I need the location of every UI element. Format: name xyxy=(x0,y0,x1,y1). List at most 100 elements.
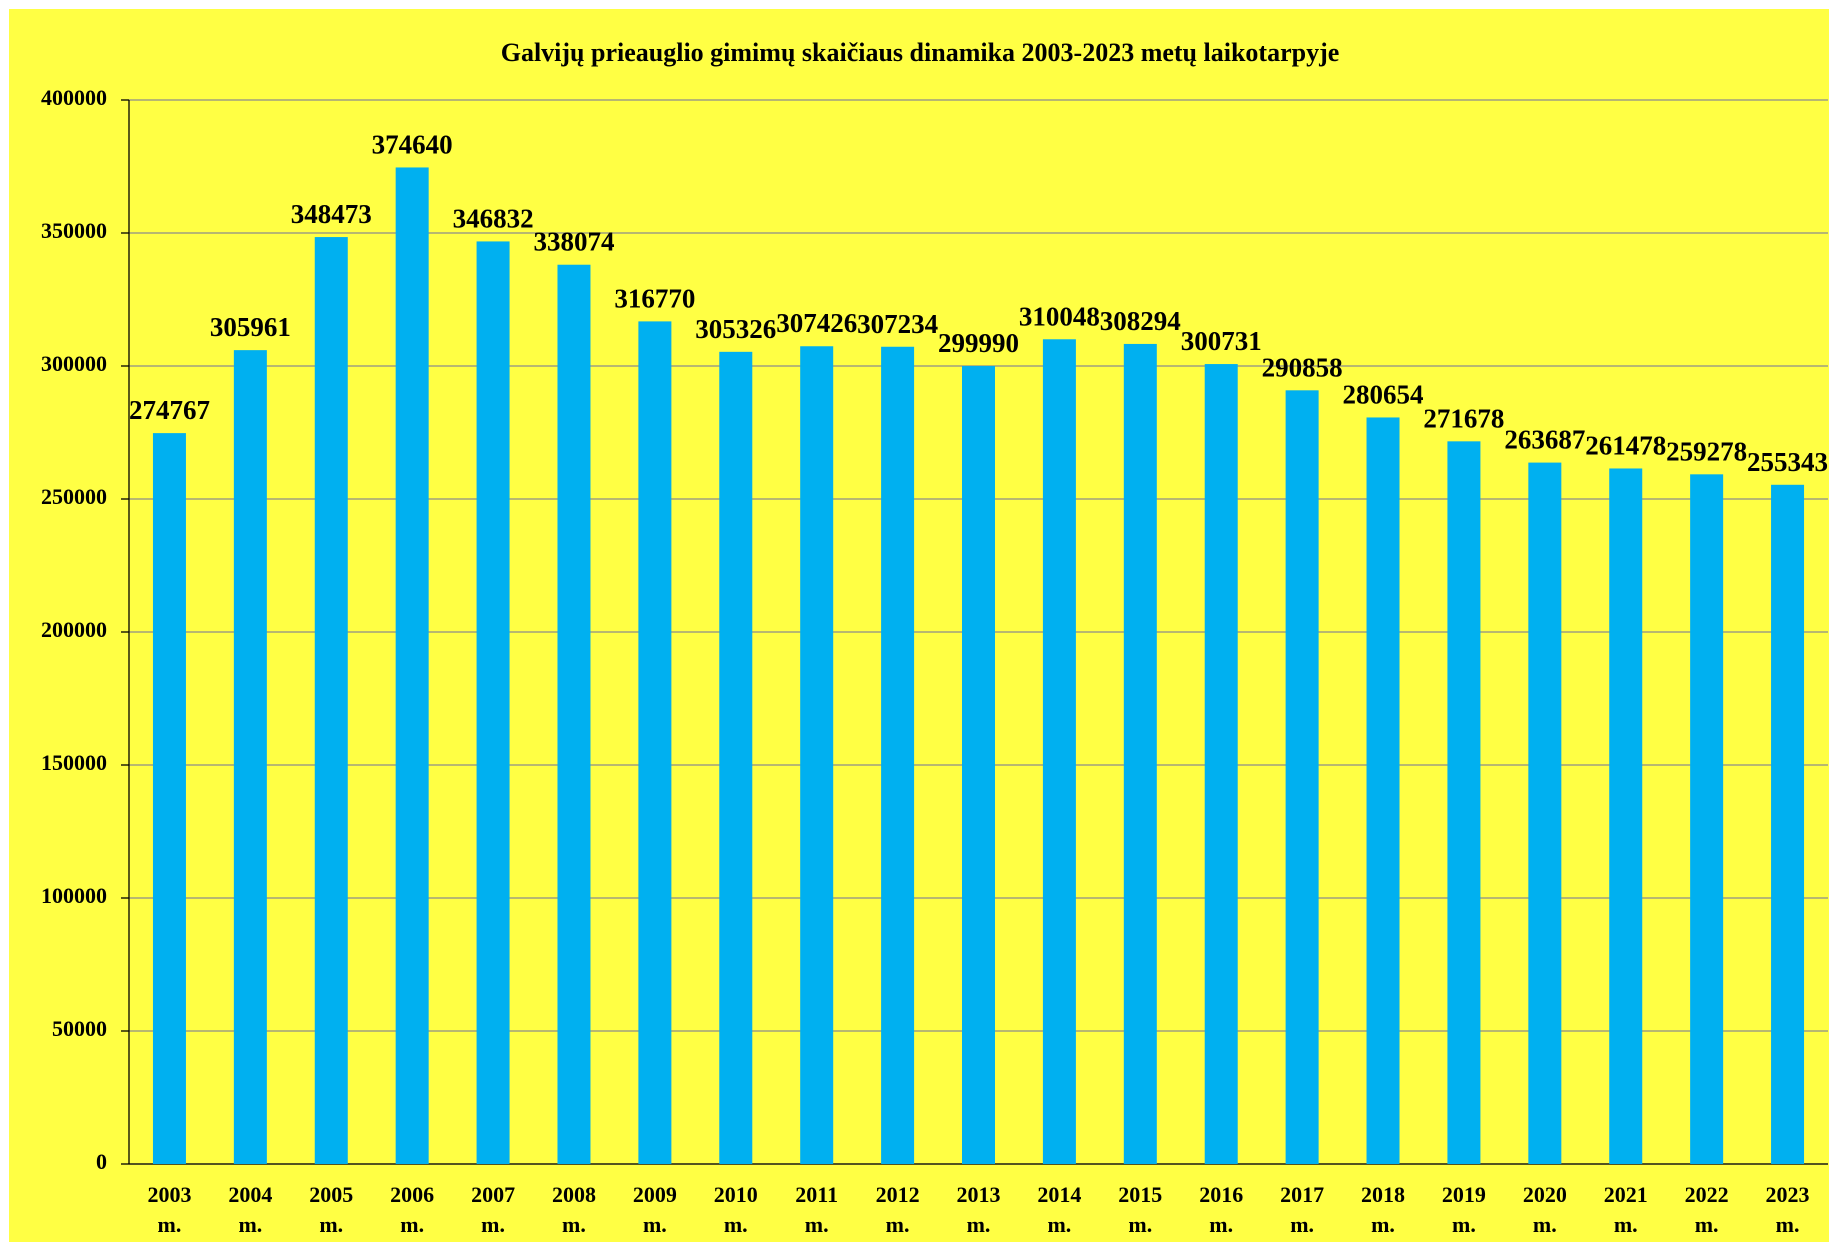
x-tick-label-line: m. xyxy=(1290,1212,1314,1237)
x-tick-label-line: 2010 xyxy=(714,1182,758,1207)
y-tick-label: 50000 xyxy=(52,1016,107,1041)
bar xyxy=(719,351,753,1164)
bar xyxy=(395,167,429,1165)
bar xyxy=(1447,441,1481,1164)
x-tick-label: 2009 m. xyxy=(633,1182,677,1237)
value-label: 348473 xyxy=(291,199,372,229)
x-tick-label-line: m. xyxy=(724,1212,748,1237)
x-tick-label-line: 2017 xyxy=(1280,1182,1324,1207)
y-tick-label: 350000 xyxy=(41,218,107,243)
bar xyxy=(233,350,267,1164)
x-tick-label-line: 2013 xyxy=(957,1182,1001,1207)
x-tick-label: 2008 m. xyxy=(552,1182,596,1237)
x-tick-label-line: 2018 xyxy=(1361,1182,1405,1207)
y-tick-label: 150000 xyxy=(41,750,107,775)
x-tick-label: 2013 m. xyxy=(957,1182,1001,1237)
bar xyxy=(1771,484,1805,1165)
bar xyxy=(1204,364,1238,1164)
value-label: 310048 xyxy=(1019,301,1100,331)
y-tick-label: 100000 xyxy=(41,883,107,908)
value-label: 255343 xyxy=(1747,447,1828,477)
value-label: 307426 xyxy=(776,308,857,338)
x-tick-label: 2023 m. xyxy=(1766,1182,1810,1237)
bar xyxy=(1285,390,1319,1164)
bar xyxy=(1366,417,1400,1165)
x-tick-label-line: 2016 xyxy=(1199,1182,1243,1207)
x-tick-label-line: 2009 xyxy=(633,1182,677,1207)
value-label: 307234 xyxy=(857,309,938,339)
x-tick-label-line: m. xyxy=(967,1212,991,1237)
x-tick-label-line: m. xyxy=(481,1212,505,1237)
value-label: 271678 xyxy=(1423,403,1504,433)
x-tick-label: 2014 m. xyxy=(1037,1182,1081,1237)
bar xyxy=(476,241,510,1164)
y-tick-label: 300000 xyxy=(41,351,107,376)
x-tick-label-line: 2023 xyxy=(1766,1182,1810,1207)
bar xyxy=(152,433,186,1165)
x-tick-label: 2007 m. xyxy=(471,1182,515,1237)
x-tick-label-line: m. xyxy=(238,1212,262,1237)
x-tick-label-line: m. xyxy=(1452,1212,1476,1237)
x-tick-label-line: 2019 xyxy=(1442,1182,1486,1207)
x-tick-label-line: 2004 xyxy=(228,1182,272,1207)
x-tick-label-line: 2021 xyxy=(1604,1182,1648,1207)
bar xyxy=(1123,343,1157,1164)
x-tick-label-line: 2022 xyxy=(1685,1182,1729,1207)
value-label: 338074 xyxy=(533,227,614,257)
value-label: 259278 xyxy=(1666,436,1747,466)
x-tick-label-line: 2007 xyxy=(471,1182,515,1207)
value-label: 374640 xyxy=(372,129,453,159)
x-tick-label: 2005 m. xyxy=(309,1182,353,1237)
x-tick-label-line: m. xyxy=(805,1212,829,1237)
x-tick-label: 2021 m. xyxy=(1604,1182,1648,1237)
x-tick-label-line: m. xyxy=(1371,1212,1395,1237)
x-tick-label-line: m. xyxy=(319,1212,343,1237)
x-tick-label-line: m. xyxy=(643,1212,667,1237)
y-tick-label: 250000 xyxy=(41,484,107,509)
y-tick-label: 0 xyxy=(96,1149,107,1174)
value-label: 290858 xyxy=(1262,352,1343,382)
x-tick-label: 2017 m. xyxy=(1280,1182,1324,1237)
x-tick-label: 2020 m. xyxy=(1523,1182,1567,1237)
bar xyxy=(638,321,672,1164)
bar xyxy=(800,346,834,1164)
x-tick-label: 2022 m. xyxy=(1685,1182,1729,1237)
bar xyxy=(1528,462,1562,1164)
x-tick-label-line: m. xyxy=(158,1212,182,1237)
y-tick-label: 400000 xyxy=(41,85,107,110)
bar xyxy=(1690,474,1724,1164)
x-tick-label: 2010 m. xyxy=(714,1182,758,1237)
value-label: 274767 xyxy=(129,395,210,425)
x-tick-label: 2004 m. xyxy=(228,1182,272,1237)
y-tick-label: 200000 xyxy=(41,617,107,642)
bar xyxy=(1042,339,1076,1164)
x-tick-label: 2006 m. xyxy=(390,1182,434,1237)
x-tick-label-line: m. xyxy=(1614,1212,1638,1237)
x-tick-label: 2015 m. xyxy=(1118,1182,1162,1237)
bar xyxy=(962,366,995,1164)
value-label: 299990 xyxy=(938,328,1019,358)
value-label: 305961 xyxy=(210,312,291,342)
value-label: 308294 xyxy=(1100,306,1181,336)
x-tick-label-line: m. xyxy=(1533,1212,1557,1237)
chart-title: Galvijų prieauglio gimimų skaičiaus dina… xyxy=(501,38,1340,67)
x-tick-label-line: m. xyxy=(1695,1212,1719,1237)
bar xyxy=(1609,468,1643,1164)
chart-background xyxy=(9,9,1829,1242)
bar xyxy=(314,237,348,1164)
x-tick-label-line: 2020 xyxy=(1523,1182,1567,1207)
x-tick-label-line: 2005 xyxy=(309,1182,353,1207)
bar xyxy=(881,346,915,1164)
value-label: 263687 xyxy=(1504,425,1585,455)
value-label: 305326 xyxy=(695,314,776,344)
x-tick-label-line: m. xyxy=(400,1212,424,1237)
value-label: 346832 xyxy=(453,203,534,233)
value-label: 261478 xyxy=(1585,430,1666,460)
x-tick-label-line: 2012 xyxy=(876,1182,920,1207)
x-tick-label-line: 2011 xyxy=(795,1182,838,1207)
x-tick-label-line: m. xyxy=(1128,1212,1152,1237)
value-label: 300731 xyxy=(1181,326,1262,356)
x-tick-label-line: 2008 xyxy=(552,1182,596,1207)
bar xyxy=(557,264,591,1165)
x-tick-label-line: 2014 xyxy=(1037,1182,1081,1207)
